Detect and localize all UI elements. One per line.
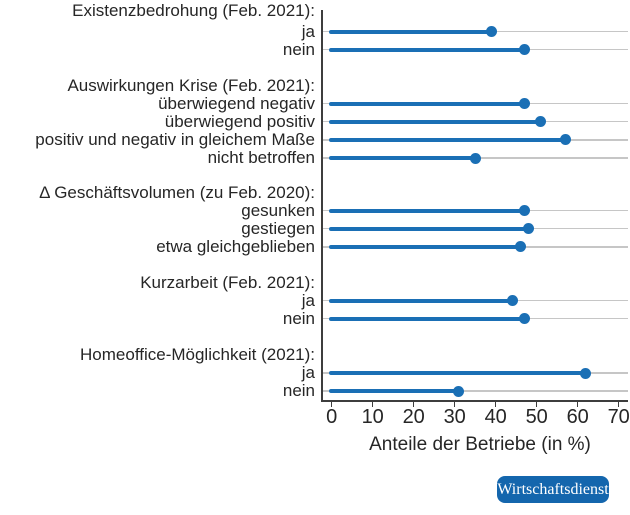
x-axis-label: Anteile der Betriebe (in %)	[369, 434, 591, 455]
row-label: positiv und negativ in gleichem Maße	[35, 129, 315, 149]
lollipop-line	[329, 371, 586, 375]
lollipop-dot	[518, 98, 530, 109]
lollipop-line	[329, 137, 566, 142]
row-label: nein	[282, 39, 315, 59]
y-axis-line	[320, 10, 323, 400]
lollipop-line	[329, 47, 525, 52]
row-label: überwiegend positiv	[164, 111, 315, 131]
row-label: gesunken	[241, 200, 315, 220]
row-label: überwiegend negativ	[158, 93, 315, 113]
lollipop-dot	[518, 313, 530, 325]
x-tick-label: 20	[402, 406, 425, 428]
group-header: Auswirkungen Krise (Feb. 2021):	[67, 76, 315, 95]
row-label: etwa gleichgeblieben	[156, 236, 315, 256]
row-label: nein	[282, 308, 315, 328]
lollipop-line	[329, 389, 459, 393]
lollipop-line	[329, 226, 529, 231]
x-axis-tick	[494, 402, 497, 407]
x-axis-tick	[453, 402, 456, 407]
lollipop-dot	[469, 152, 481, 164]
lollipop-dot	[486, 26, 498, 38]
x-axis-tick	[412, 402, 415, 407]
row-label: gestiegen	[241, 218, 315, 238]
lollipop-line	[329, 101, 525, 106]
lollipop-dot	[506, 295, 518, 306]
group-header: Δ Geschäftsvolumen (zu Feb. 2020):	[39, 183, 315, 202]
x-tick-label: 30	[443, 406, 466, 428]
lollipop-dot	[514, 241, 526, 253]
lollipop-line	[329, 119, 541, 124]
x-axis-tick	[371, 402, 374, 407]
row-label: ja	[301, 363, 315, 382]
lollipop-line	[329, 244, 521, 249]
group-header: Homeoffice-Möglichkeit (2021):	[80, 345, 315, 364]
x-axis-tick	[617, 402, 620, 407]
gridline	[320, 390, 628, 392]
row-label: ja	[301, 290, 315, 310]
lollipop-line	[329, 298, 513, 303]
lollipop-dot	[523, 223, 534, 235]
lollipop-dot	[518, 205, 530, 216]
lollipop-dot	[559, 134, 571, 146]
lollipop-dot	[580, 367, 592, 379]
lollipop-dot	[518, 44, 530, 56]
x-axis-tick	[576, 402, 579, 407]
x-tick-label: 60	[566, 406, 589, 428]
row-label: nein	[282, 381, 315, 400]
x-tick-label: 50	[525, 406, 548, 428]
group-header: Kurzarbeit (Feb. 2021):	[140, 273, 315, 292]
lollipop-line	[329, 29, 492, 34]
x-axis-line	[320, 400, 628, 402]
wirtschaftsdienst-badge: Wirtschaftsdienst	[497, 476, 609, 503]
x-tick-label: 70	[607, 406, 630, 428]
row-label: nicht betroffen	[207, 148, 315, 168]
x-tick-label: 0	[326, 406, 338, 428]
lollipop-line	[329, 316, 525, 321]
lollipop-line	[329, 208, 525, 213]
x-axis-tick	[535, 402, 538, 407]
lollipop-dot	[453, 385, 465, 397]
lollipop-dot	[535, 116, 547, 128]
group-header: Existenzbedrohung (Feb. 2021):	[72, 1, 315, 20]
lollipop-line	[329, 156, 476, 161]
x-axis-tick	[330, 402, 333, 407]
row-label: ja	[301, 21, 315, 41]
x-tick-label: 10	[361, 406, 384, 428]
x-tick-label: 40	[484, 406, 507, 428]
